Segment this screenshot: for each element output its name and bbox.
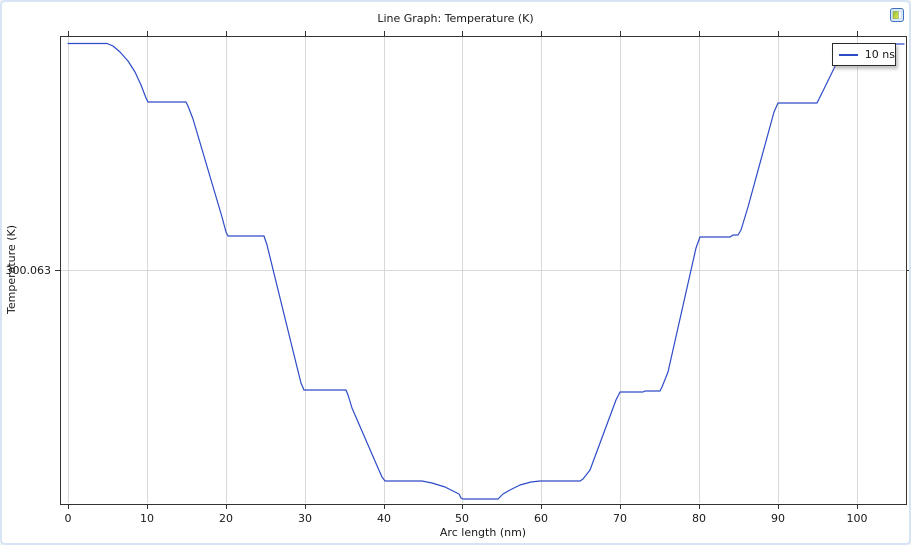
x-tick-label: 40: [377, 512, 391, 525]
x-tick-label: 100: [847, 512, 868, 525]
x-tick-label: 70: [613, 512, 627, 525]
legend-label: 10 ns: [864, 48, 895, 61]
x-tick-label: 30: [298, 512, 312, 525]
x-tick-label: 50: [455, 512, 469, 525]
plot-window-icon-glyph: [890, 8, 904, 22]
x-tick-label: 0: [65, 512, 72, 525]
x-tick-label: 90: [771, 512, 785, 525]
y-axis-label: Temperature (K): [5, 225, 18, 314]
x-tick-label: 10: [140, 512, 154, 525]
legend: 10 ns: [832, 43, 896, 66]
x-axis-label: Arc length (nm): [439, 526, 527, 539]
legend-line-sample: [839, 53, 858, 56]
data-curve-10-ns: [67, 42, 905, 500]
x-tick-label: 80: [692, 512, 706, 525]
x-tick-label: 60: [534, 512, 548, 525]
y-tick-label: 300.063: [6, 264, 52, 277]
plot-window-icon[interactable]: [890, 7, 904, 22]
x-tick-label: 20: [219, 512, 233, 525]
plot-title: Line Graph: Temperature (K): [377, 12, 534, 25]
